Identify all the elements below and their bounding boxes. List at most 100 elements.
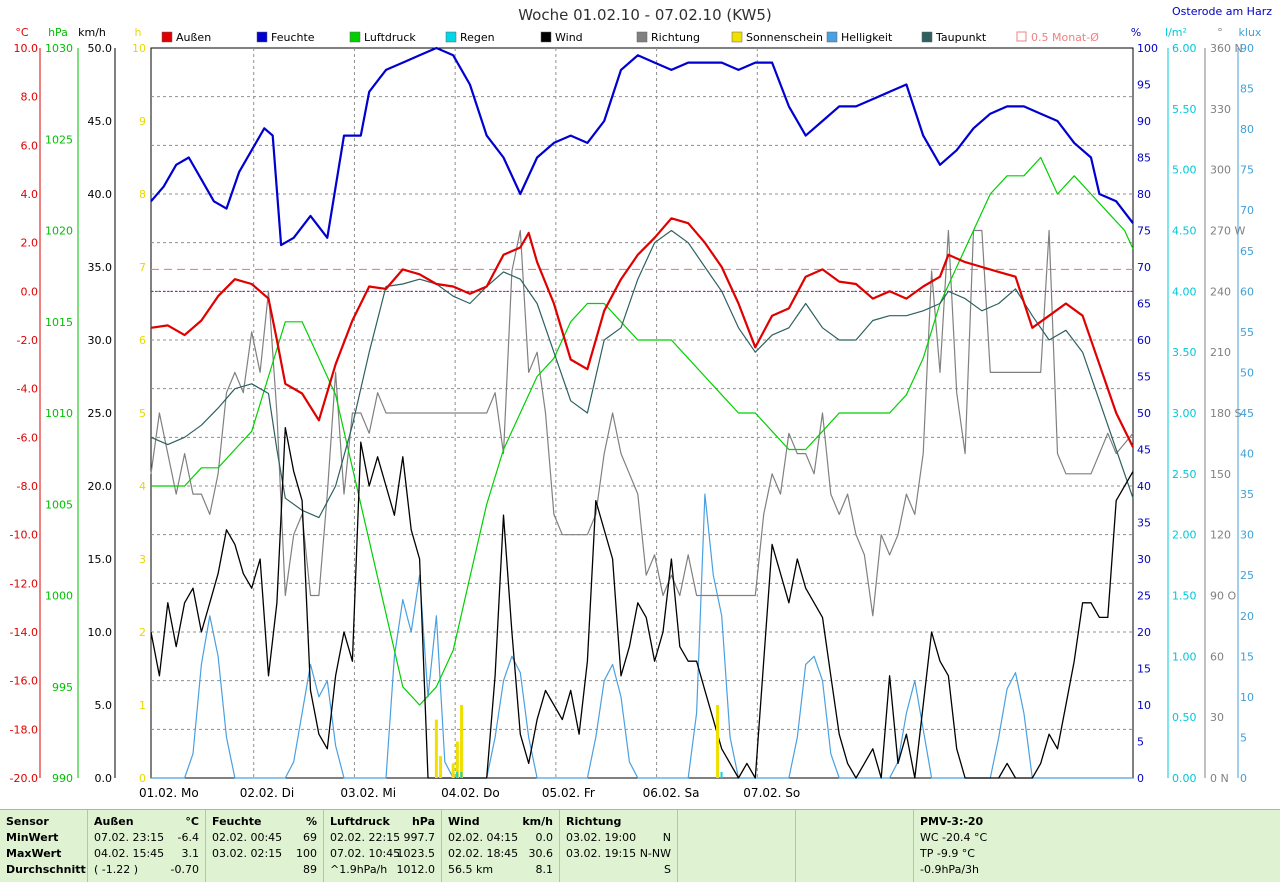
humidity-axis-tick: 95 <box>1137 79 1151 92</box>
legend-swatch-regen <box>445 31 457 43</box>
temp-axis-tick: 2.0 <box>21 237 39 250</box>
wind-axis-tick: 40.0 <box>88 188 113 201</box>
stats-wind-max-value: 30.6 <box>528 847 554 860</box>
legend-label-wind: Wind <box>555 31 583 44</box>
stats-aussen-max-value: 3.1 <box>181 847 200 860</box>
stats-luftdruck-min-time: 02.02. 22:15 <box>330 831 401 844</box>
x-tick-label: 03.02. Mi <box>340 786 396 800</box>
chart-legend: Außen Feuchte Luftdruck Regen Wind Richtung So… <box>161 31 1099 44</box>
legend-label-aussen: Außen <box>176 31 211 44</box>
light-axis-tick: 50 <box>1240 366 1254 379</box>
legend-swatch-aussen <box>161 31 173 43</box>
legend-swatch-taupunkt <box>921 31 933 43</box>
pressure-axis-tick: 1000 <box>45 590 73 603</box>
series-luftdruck-line <box>151 156 1134 706</box>
stats-pmv-taupunkt: TP -9.9 °C <box>920 847 975 860</box>
sunshine-bar <box>716 705 720 778</box>
legend-swatch-monat <box>1016 31 1027 42</box>
legend-label-sonnenschein: Sonnenschein <box>746 31 823 44</box>
stats-aussen-unit: °C <box>185 815 199 828</box>
stats-pmv-pressure-trend: -0.9hPa/3h <box>920 863 979 876</box>
sun-axis-tick: 8 <box>139 188 146 201</box>
humidity-axis-tick: 25 <box>1137 590 1151 603</box>
temp-axis-tick: -18.0 <box>10 723 38 736</box>
temp-axis-tick: 10.0 <box>14 42 39 55</box>
stats-row-min-label: MinWert <box>6 831 59 844</box>
wind-axis-tick: 25.0 <box>88 407 113 420</box>
humidity-axis-tick: 85 <box>1137 152 1151 165</box>
rain-axis-tick: 5.00 <box>1172 164 1197 177</box>
pressure-axis-unit: hPa <box>48 26 68 39</box>
pressure-axis-tick: 1030 <box>45 42 73 55</box>
stats-sensor-header: Sensor <box>6 815 49 828</box>
wind-axis-tick: 5.0 <box>95 699 113 712</box>
humidity-axis-tick: 70 <box>1137 261 1151 274</box>
sun-axis-tick: 1 <box>139 699 146 712</box>
temp-axis-tick: 8.0 <box>21 91 39 104</box>
humidity-axis-tick: 0 <box>1137 772 1144 785</box>
series-aussen-line <box>150 217 1134 448</box>
chart-plot-area <box>150 46 1134 779</box>
rain-axis-tick: 4.50 <box>1172 225 1197 238</box>
stats-aussen-header: Außen <box>94 815 134 828</box>
sun-axis-unit: h <box>135 26 142 39</box>
rain-axis-tick: 5.50 <box>1172 103 1197 116</box>
sunshine-bar <box>455 741 459 778</box>
light-axis-tick: 85 <box>1240 83 1254 96</box>
rain-bar <box>720 771 723 778</box>
light-axis-tick: 15 <box>1240 650 1254 663</box>
sun-axis-tick: 6 <box>139 334 146 347</box>
pressure-axis-tick: 990 <box>52 772 73 785</box>
light-axis-tick: 5 <box>1240 731 1247 744</box>
humidity-axis-tick: 60 <box>1137 334 1151 347</box>
humidity-axis-unit: % <box>1131 26 1141 39</box>
direction-axis-tick: 330 <box>1210 103 1231 116</box>
light-axis-tick: 35 <box>1240 488 1254 501</box>
series-wind-line <box>150 426 1134 779</box>
temp-axis-tick: -2.0 <box>17 334 38 347</box>
sun-axis-tick: 0 <box>139 772 146 785</box>
stats-col-pmv: PMV-3:-20 WC -20.4 °C TP -9.9 °C -0.9hPa… <box>914 810 1280 882</box>
rain-axis-tick: 0.50 <box>1172 711 1197 724</box>
location-label: Osterode am Harz <box>1172 5 1272 18</box>
stats-row-avg-label: Durchschnitt <box>6 863 86 876</box>
stats-feuchte-max-time: 03.02. 02:15 <box>212 847 283 860</box>
legend-label-monat: 0.5 Monat-Ø <box>1031 31 1099 44</box>
wind-axis-tick: 50.0 <box>88 42 113 55</box>
light-axis-tick: 20 <box>1240 610 1254 623</box>
humidity-axis-tick: 45 <box>1137 444 1151 457</box>
wind-axis-tick: 35.0 <box>88 261 113 274</box>
rain-axis-tick: 2.50 <box>1172 468 1197 481</box>
rain-axis-tick: 0.00 <box>1172 772 1197 785</box>
stats-luftdruck-avg-value: 1012.0 <box>396 863 436 876</box>
light-axis-tick: 65 <box>1240 245 1254 258</box>
direction-axis-tick: 180 S <box>1210 407 1241 420</box>
light-axis-tick: 60 <box>1240 285 1254 298</box>
rain-bar <box>456 771 459 778</box>
x-tick-label: 07.02. So <box>743 786 800 800</box>
rain-axis-tick: 6.00 <box>1172 42 1197 55</box>
direction-axis-tick: 150 <box>1210 468 1231 481</box>
temp-axis-tick: -12.0 <box>10 577 38 590</box>
x-tick-label: 01.02. Mo <box>139 786 199 800</box>
legend-label-richtung: Richtung <box>651 31 700 44</box>
legend-label-feuchte: Feuchte <box>271 31 315 44</box>
stats-col-empty-2 <box>796 810 914 882</box>
pressure-axis-tick: 1010 <box>45 407 73 420</box>
legend-label-regen: Regen <box>460 31 495 44</box>
rain-axis-tick: 2.00 <box>1172 529 1197 542</box>
stats-aussen-max-time: 04.02. 15:45 <box>94 847 165 860</box>
rain-axis-unit: l/m² <box>1165 26 1187 39</box>
stats-aussen-avg-value: -0.70 <box>170 863 199 876</box>
sun-axis-tick: 3 <box>139 553 146 566</box>
sunshine-bar <box>451 763 455 778</box>
direction-axis-tick: 90 O <box>1210 590 1236 603</box>
stats-col-wind: Wind km/h 02.02. 04:15 0.0 02.02. 18:45 30.… <box>442 810 560 882</box>
x-tick-label: 06.02. Sa <box>643 786 700 800</box>
stats-richtung-avg-value: S <box>664 863 671 876</box>
humidity-axis-tick: 55 <box>1137 371 1151 384</box>
direction-axis-tick: 210 <box>1210 346 1231 359</box>
light-axis-tick: 90 <box>1240 42 1254 55</box>
stats-wind-unit: km/h <box>522 815 553 828</box>
stats-feuchte-max-value: 100 <box>296 847 317 860</box>
